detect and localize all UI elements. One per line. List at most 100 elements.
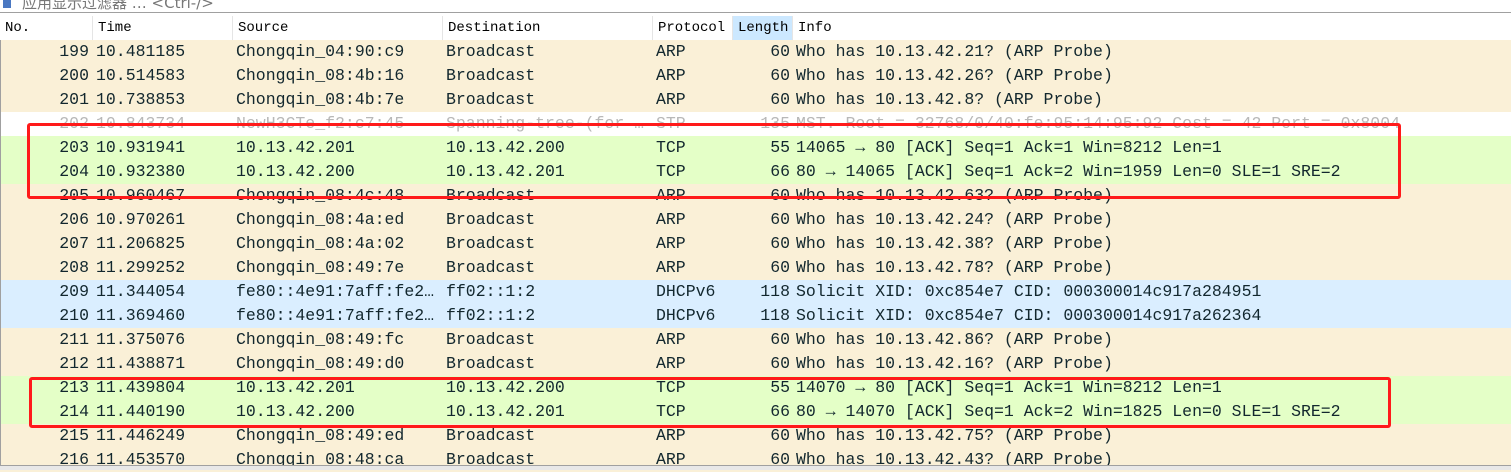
left-border — [0, 40, 1, 465]
packet-info: Who has 10.13.42.38? (ARP Probe) — [796, 234, 1113, 253]
packet-no: 204 — [59, 162, 89, 181]
packet-protocol: ARP — [656, 330, 686, 349]
packet-info: Who has 10.13.42.43? (ARP Probe) — [796, 450, 1113, 469]
packet-info: 14065 → 80 [ACK] Seq=1 Ack=1 Win=8212 Le… — [796, 138, 1222, 157]
packet-info: Who has 10.13.42.16? (ARP Probe) — [796, 354, 1113, 373]
packet-protocol: DHCPv6 — [656, 306, 716, 325]
column-header-info[interactable]: Info — [798, 20, 832, 36]
packet-info: Who has 10.13.42.75? (ARP Probe) — [796, 426, 1113, 445]
packet-source: 10.13.42.201 — [236, 378, 355, 397]
packet-protocol: TCP — [656, 162, 686, 181]
packet-protocol: ARP — [656, 90, 686, 109]
packet-time: 11.440190 — [96, 402, 186, 421]
packet-row[interactable]: 207 11.206825 Chongqin_08:4a:02 Broadcast AR… — [0, 232, 1511, 256]
packet-protocol: ARP — [656, 234, 686, 253]
packet-row[interactable]: 199 10.481185 Chongqin_04:90:c9 Broadcast AR… — [0, 40, 1511, 64]
packet-destination: 10.13.42.200 — [446, 378, 565, 397]
packet-info: Who has 10.13.42.63? (ARP Probe) — [796, 186, 1113, 205]
packet-source: Chongqin_08:4a:02 — [236, 234, 405, 253]
packet-length: 60 — [770, 450, 790, 469]
packet-destination: Broadcast — [446, 354, 536, 373]
packet-row[interactable]: 210 11.369460 fe80::4e91:7aff:fe2… ff02::1:… — [0, 304, 1511, 328]
packet-destination: Broadcast — [446, 426, 536, 445]
packet-row[interactable]: 209 11.344054 fe80::4e91:7aff:fe2… ff02::1:… — [0, 280, 1511, 304]
horizontal-scrollbar[interactable] — [0, 465, 1511, 470]
packet-row[interactable]: 208 11.299252 Chongqin_08:49:7e Broadcast AR… — [0, 256, 1511, 280]
packet-row[interactable]: 215 11.446249 Chongqin_08:49:ed Broadcast AR… — [0, 424, 1511, 448]
packet-length: 118 — [760, 282, 790, 301]
packet-time: 10.960467 — [96, 186, 186, 205]
packet-no: 203 — [59, 138, 89, 157]
packet-time: 11.299252 — [96, 258, 186, 277]
packet-length: 60 — [770, 186, 790, 205]
packet-info: Who has 10.13.42.24? (ARP Probe) — [796, 210, 1113, 229]
packet-source: Chongqin_08:49:ed — [236, 426, 405, 445]
column-header-protocol[interactable]: Protocol — [653, 16, 733, 40]
packet-destination: ff02::1:2 — [446, 282, 536, 301]
packet-destination: Broadcast — [446, 90, 536, 109]
column-header-destination[interactable]: Destination — [443, 16, 653, 40]
packet-destination: 10.13.42.200 — [446, 138, 565, 157]
packet-row[interactable]: 200 10.514583 Chongqin_08:4b:16 Broadcast AR… — [0, 64, 1511, 88]
packet-row[interactable]: 214 11.440190 10.13.42.200 10.13.42.201 TCP 6… — [0, 400, 1511, 424]
packet-source: Chongqin_08:49:d0 — [236, 354, 405, 373]
packet-no: 205 — [59, 186, 89, 205]
packet-row[interactable]: 201 10.738853 Chongqin_08:4b:7e Broadcast AR… — [0, 88, 1511, 112]
column-header-time[interactable]: Time — [93, 16, 233, 40]
packet-length: 60 — [770, 354, 790, 373]
packet-length: 118 — [760, 306, 790, 325]
packet-protocol: TCP — [656, 378, 686, 397]
packet-time: 10.514583 — [96, 66, 186, 85]
packet-length: 55 — [770, 138, 790, 157]
packet-time: 10.932380 — [96, 162, 186, 181]
packet-no: 208 — [59, 258, 89, 277]
column-header-no[interactable]: No. — [0, 16, 93, 40]
packet-length: 60 — [770, 330, 790, 349]
packet-time: 10.481185 — [96, 42, 186, 61]
packet-time: 11.206825 — [96, 234, 186, 253]
packet-row[interactable]: 211 11.375076 Chongqin_08:49:fc Broadcast AR… — [0, 328, 1511, 352]
packet-no: 214 — [59, 402, 89, 421]
packet-no: 210 — [59, 306, 89, 325]
packet-length: 60 — [770, 210, 790, 229]
packet-source: Chongqin_08:4a:ed — [236, 210, 405, 229]
highlight-box-tcp-14065 — [27, 123, 1401, 199]
packet-info: 14070 → 80 [ACK] Seq=1 Ack=1 Win=8212 Le… — [796, 378, 1222, 397]
packet-destination: Broadcast — [446, 258, 536, 277]
packet-protocol: ARP — [656, 258, 686, 277]
display-filter-input[interactable]: 应用显示过滤器 … <Ctrl-/> — [22, 0, 214, 12]
bookmark-icon[interactable] — [3, 0, 11, 8]
packet-row[interactable]: 204 10.932380 10.13.42.200 10.13.42.201 TCP 6… — [0, 160, 1511, 184]
packet-destination: Broadcast — [446, 234, 536, 253]
packet-protocol: ARP — [656, 42, 686, 61]
packet-no: 201 — [59, 90, 89, 109]
packet-info: Who has 10.13.42.78? (ARP Probe) — [796, 258, 1113, 277]
packet-no: 209 — [59, 282, 89, 301]
packet-length: 60 — [770, 426, 790, 445]
packet-source: Chongqin_08:49:fc — [236, 330, 405, 349]
packet-time: 11.438871 — [96, 354, 186, 373]
packet-row[interactable]: 206 10.970261 Chongqin_08:4a:ed Broadcast AR… — [0, 208, 1511, 232]
packet-time: 11.369460 — [96, 306, 186, 325]
packet-row[interactable]: 203 10.931941 10.13.42.201 10.13.42.200 TCP 5… — [0, 136, 1511, 160]
packet-time: 11.446249 — [96, 426, 186, 445]
packet-source: Chongqin_08:4b:7e — [236, 90, 405, 109]
packet-protocol: DHCPv6 — [656, 282, 716, 301]
packet-length: 66 — [770, 162, 790, 181]
packet-source: 10.13.42.201 — [236, 138, 355, 157]
packet-time: 11.439804 — [96, 378, 186, 397]
packet-row[interactable]: 212 11.438871 Chongqin_08:49:d0 Broadcast AR… — [0, 352, 1511, 376]
packet-row[interactable]: 213 11.439804 10.13.42.201 10.13.42.200 TCP 5… — [0, 376, 1511, 400]
packet-source: fe80::4e91:7aff:fe2… — [236, 306, 435, 325]
display-filter-bar[interactable]: 应用显示过滤器 … <Ctrl-/> — [0, 0, 1511, 13]
packet-no: 199 — [59, 42, 89, 61]
packet-destination: Broadcast — [446, 210, 536, 229]
packet-destination: ff02::1:2 — [446, 306, 536, 325]
packet-info: 80 → 14070 [ACK] Seq=1 Ack=2 Win=1825 Le… — [796, 402, 1341, 421]
packet-destination: Broadcast — [446, 330, 536, 349]
column-header-source[interactable]: Source — [233, 16, 443, 40]
packet-protocol: TCP — [656, 402, 686, 421]
column-header-length[interactable]: Length — [733, 16, 793, 40]
packet-time: 11.375076 — [96, 330, 186, 349]
packet-length: 66 — [770, 402, 790, 421]
